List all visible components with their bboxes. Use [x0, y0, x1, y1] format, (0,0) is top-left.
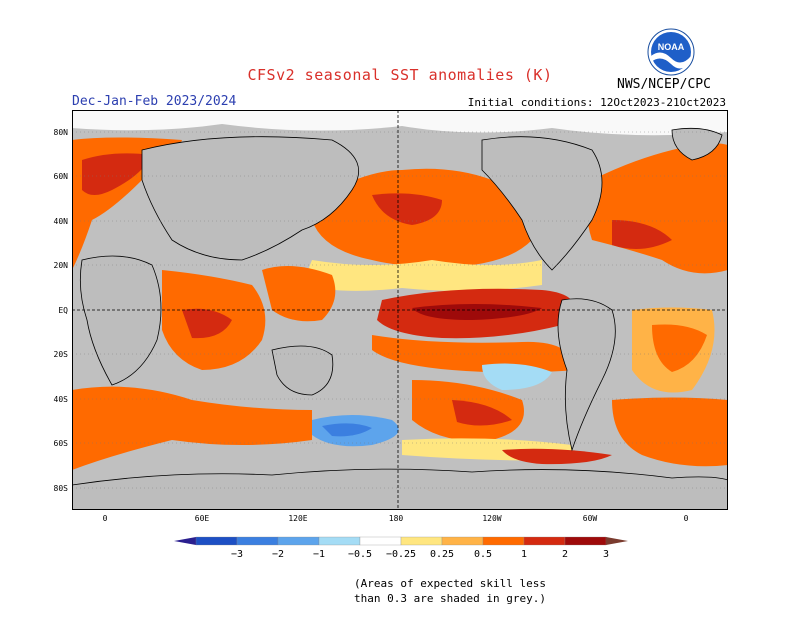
legend-tick-label: −0.25 [386, 549, 416, 560]
legend-swatch [441, 536, 484, 546]
lon-label-60e: 60E [194, 514, 210, 523]
land-eurasia [141, 136, 360, 261]
anomaly-equatorial-pacific-core [412, 304, 542, 320]
lat-label-60n: 60N [53, 172, 68, 181]
arctic-region [72, 110, 728, 136]
legend-swatch [482, 536, 525, 546]
anomaly-indian-ocean-core [182, 308, 232, 339]
anomaly-south-atlantic-orange [652, 324, 707, 372]
legend-swatch [277, 536, 320, 546]
lat-label-20s: 20S [53, 350, 68, 359]
lon-label-60w: 60W [582, 514, 598, 523]
legend-swatches [174, 536, 628, 546]
legend-ticks: −3 −2 −1 −0.5 −0.25 0.25 0.5 1 2 3 [231, 549, 609, 560]
skill-note-line-1: (Areas of expected skill less [353, 577, 547, 590]
legend-arrow-right [606, 537, 628, 545]
land-australia [271, 345, 334, 396]
anomaly-north-atlantic-right-core [612, 220, 672, 249]
anomaly-north-pacific-light [302, 260, 542, 291]
noaa-logo: NOAA [647, 28, 695, 76]
skill-note-line-2: than 0.3 are shaded in grey.) [353, 592, 547, 605]
lat-label-60s: 60S [53, 439, 68, 448]
anomaly-south-pacific-blue-core [322, 423, 372, 437]
agency-label: NWS/NCEP/CPC [617, 77, 711, 92]
lon-label-0-right: 0 [683, 514, 689, 523]
land-greenland [671, 127, 723, 161]
legend-tick-label: 3 [603, 549, 609, 560]
anomaly-southern-ocean-red [502, 448, 612, 465]
lat-label-eq: EQ [58, 306, 68, 315]
skill-note: (Areas of expected skill less than 0.3 a… [340, 576, 560, 606]
legend-tick-label: 0.5 [474, 549, 492, 560]
legend-tick-label: −1 [313, 549, 325, 560]
legend-swatch [236, 536, 279, 546]
season-label: Dec-Jan-Feb 2023/2024 [72, 94, 237, 109]
lon-label-0: 0 [102, 514, 108, 523]
anomaly-maritime-continent [262, 266, 336, 322]
legend-tick-label: 0.25 [430, 549, 454, 560]
anomaly-north-atlantic-left-core [82, 153, 152, 195]
anomaly-south-pacific-warm-core [452, 400, 512, 426]
legend-tick-label: −2 [272, 549, 284, 560]
anomaly-north-pacific-core [372, 193, 442, 225]
land-africa [79, 255, 162, 386]
anomaly-east-pacific-orange [372, 335, 577, 373]
map-frame [72, 110, 728, 510]
legend-tick-label: −3 [231, 549, 243, 560]
land-antarctica [72, 468, 728, 510]
lat-label-80s: 80S [53, 484, 68, 493]
legend-swatch [523, 536, 566, 546]
lat-grid [72, 131, 728, 489]
land-masses [72, 127, 728, 510]
land-north-america [481, 136, 603, 271]
lat-label-40s: 40S [53, 395, 68, 404]
legend-tick-label: 1 [521, 549, 527, 560]
legend-tick-label: 2 [562, 549, 568, 560]
legend-swatch [359, 536, 402, 546]
anomaly-southern-ocean-left [72, 386, 312, 470]
legend-tick-label: −0.5 [348, 549, 372, 560]
lat-label-40n: 40N [53, 217, 68, 226]
legend-swatch [195, 536, 238, 546]
map-title: CFSv2 seasonal SST anomalies (K) [247, 66, 553, 84]
lon-label-120e: 120E [288, 514, 308, 523]
lon-label-120w: 120W [482, 514, 502, 523]
legend-swatch [318, 536, 361, 546]
lat-label-80n: 80N [53, 128, 68, 137]
lon-label-180: 180 [388, 514, 404, 523]
sst-anomaly-map [72, 110, 728, 510]
land-south-america [557, 298, 616, 452]
legend-arrow-left [174, 537, 196, 545]
logo-text: NOAA [658, 42, 685, 52]
anomaly-southern-ocean-right [612, 397, 728, 467]
color-legend: −3 −2 −1 −0.5 −0.25 0.25 0.5 1 2 3 [174, 536, 628, 560]
anomaly-south-pacific-blue-light [482, 363, 552, 390]
initial-conditions-label: Initial conditions: 12Oct2023-21Oct2023 [467, 96, 726, 109]
lat-label-20n: 20N [53, 261, 68, 270]
legend-swatch [400, 536, 443, 546]
legend-swatch [564, 536, 607, 546]
